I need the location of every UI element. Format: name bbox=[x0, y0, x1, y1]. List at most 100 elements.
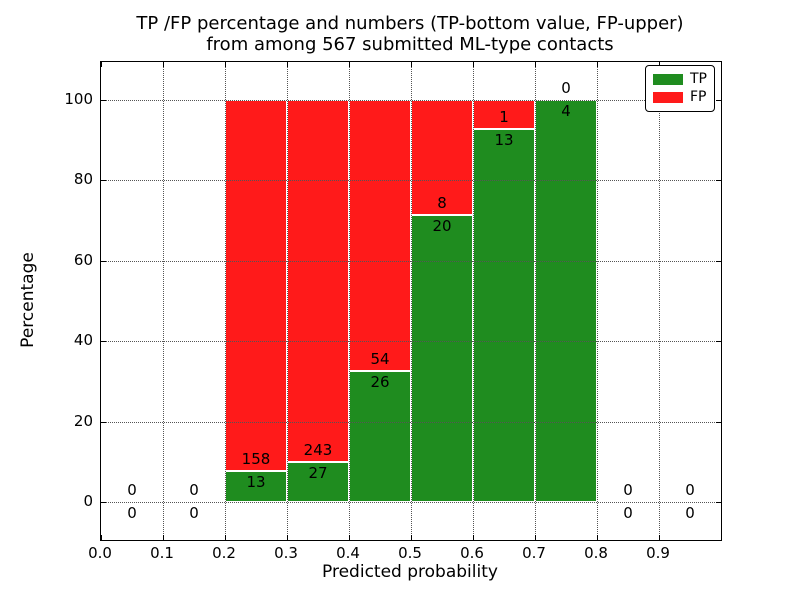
x-tick-label: 0.6 bbox=[460, 544, 484, 562]
x-axis-tick bbox=[101, 62, 102, 67]
tp-bar-segment bbox=[287, 461, 349, 502]
gridline-vertical bbox=[287, 62, 288, 540]
gridline-vertical bbox=[659, 62, 660, 540]
tp-count-label: 13 bbox=[494, 130, 514, 149]
y-tick-label: 40 bbox=[73, 331, 93, 350]
y-axis-tick bbox=[716, 100, 721, 101]
y-axis-tick bbox=[101, 341, 106, 343]
gridline-vertical bbox=[411, 62, 412, 540]
x-axis-tick bbox=[163, 62, 164, 67]
tp-count-label: 0 bbox=[127, 504, 137, 522]
tp-bar-segment bbox=[535, 100, 597, 502]
y-axis-tick bbox=[101, 260, 106, 262]
legend-label-tp: TP bbox=[690, 71, 707, 88]
fp-count-label: 8 bbox=[437, 193, 447, 212]
tp-count-label: 0 bbox=[623, 504, 633, 522]
y-tick-label: 80 bbox=[73, 170, 93, 189]
fp-count-label: 54 bbox=[370, 350, 390, 369]
x-axis-tick bbox=[473, 62, 474, 67]
x-axis-tick bbox=[287, 62, 288, 67]
tp-count-label: 0 bbox=[685, 504, 695, 522]
tp-bar-segment bbox=[225, 471, 287, 502]
x-axis-tick bbox=[411, 535, 412, 540]
x-axis-tick bbox=[225, 535, 226, 540]
legend-label-fp: FP bbox=[690, 88, 707, 105]
x-axis-tick bbox=[535, 535, 536, 540]
y-axis-tick bbox=[101, 421, 106, 423]
x-tick-label: 0.1 bbox=[150, 544, 174, 562]
fp-bar-segment bbox=[349, 100, 411, 372]
x-tick-label: 0.4 bbox=[336, 544, 360, 562]
fp-bar-segment bbox=[287, 100, 349, 462]
fp-count-label: 1 bbox=[499, 107, 509, 126]
y-axis-tick bbox=[101, 100, 106, 101]
gridline-vertical bbox=[473, 62, 474, 540]
fp-count-label: 0 bbox=[189, 481, 199, 499]
tp-count-label: 20 bbox=[432, 216, 452, 235]
legend-swatch-tp-icon bbox=[653, 74, 683, 86]
legend-swatch-fp-icon bbox=[653, 91, 683, 103]
tp-count-label: 0 bbox=[189, 504, 199, 522]
legend-entry: TP bbox=[653, 72, 707, 87]
x-tick-label: 0.9 bbox=[646, 544, 670, 562]
x-axis-tick bbox=[659, 535, 660, 540]
tp-bar-segment bbox=[349, 371, 411, 502]
y-tick-label: 60 bbox=[73, 250, 93, 269]
x-axis-tick bbox=[349, 535, 350, 540]
y-tick-label: 100 bbox=[64, 90, 93, 108]
x-axis-tick bbox=[659, 62, 660, 67]
fp-count-label: 0 bbox=[623, 481, 633, 499]
x-tick-label: 0.5 bbox=[398, 544, 422, 562]
fp-bar-segment bbox=[225, 100, 287, 472]
y-tick-label: 0 bbox=[83, 492, 93, 510]
y-axis-tick bbox=[716, 180, 721, 182]
tp-bar-segment bbox=[473, 128, 535, 502]
x-axis-tick bbox=[411, 62, 412, 67]
tp-bar-segment bbox=[411, 214, 473, 502]
x-axis-tick bbox=[349, 62, 350, 67]
y-axis-tick bbox=[716, 421, 721, 423]
y-axis-tick bbox=[101, 502, 106, 503]
x-axis-tick bbox=[163, 535, 164, 540]
gridline-vertical bbox=[163, 62, 164, 540]
x-axis-tick bbox=[101, 535, 102, 540]
fp-bar-segment bbox=[411, 100, 473, 215]
fp-count-label: 243 bbox=[303, 440, 333, 459]
y-axis-tick bbox=[716, 341, 721, 343]
x-tick-label: 0.7 bbox=[522, 544, 546, 562]
legend: TP FP bbox=[645, 65, 715, 112]
tp-count-label: 13 bbox=[246, 473, 266, 492]
y-axis-tick bbox=[101, 180, 106, 182]
chart-title-line1: TP /FP percentage and numbers (TP-bottom… bbox=[136, 13, 684, 34]
fp-count-label: 0 bbox=[127, 481, 137, 499]
x-axis-tick bbox=[287, 535, 288, 540]
tp-count-label: 26 bbox=[370, 373, 390, 392]
x-axis-label: Predicted probability bbox=[322, 562, 498, 582]
x-axis-tick bbox=[597, 535, 598, 540]
x-axis-tick bbox=[473, 535, 474, 540]
fp-count-label: 158 bbox=[241, 450, 271, 469]
chart-title: TP /FP percentage and numbers (TP-bottom… bbox=[100, 13, 720, 55]
fp-count-label: 0 bbox=[685, 481, 695, 499]
y-axis-tick bbox=[716, 502, 721, 503]
gridline-vertical bbox=[349, 62, 350, 540]
plot-area: 0 0 0 0 158 13 243 27 54 26 8 20 1 13 0 4 0 0 0 0 bbox=[100, 61, 722, 541]
gridline-vertical bbox=[535, 62, 536, 540]
x-tick-label: 0.8 bbox=[584, 544, 608, 562]
x-tick-label: 0.2 bbox=[212, 544, 236, 562]
x-axis-tick bbox=[225, 62, 226, 67]
chart-title-line2: from among 567 submitted ML-type contact… bbox=[206, 34, 614, 55]
legend-entry: FP bbox=[653, 88, 707, 105]
tp-count-label: 27 bbox=[308, 463, 328, 482]
y-axis-tick bbox=[716, 260, 721, 262]
x-axis-tick bbox=[597, 62, 598, 67]
gridline-vertical bbox=[225, 62, 226, 540]
x-axis-tick bbox=[535, 62, 536, 67]
y-tick-label: 20 bbox=[73, 411, 93, 430]
x-tick-label: 0.3 bbox=[274, 544, 298, 562]
x-tick-label: 0.0 bbox=[88, 544, 112, 562]
gridline-vertical bbox=[597, 62, 598, 540]
tp-count-label: 4 bbox=[561, 102, 571, 120]
fp-count-label: 0 bbox=[561, 79, 571, 97]
